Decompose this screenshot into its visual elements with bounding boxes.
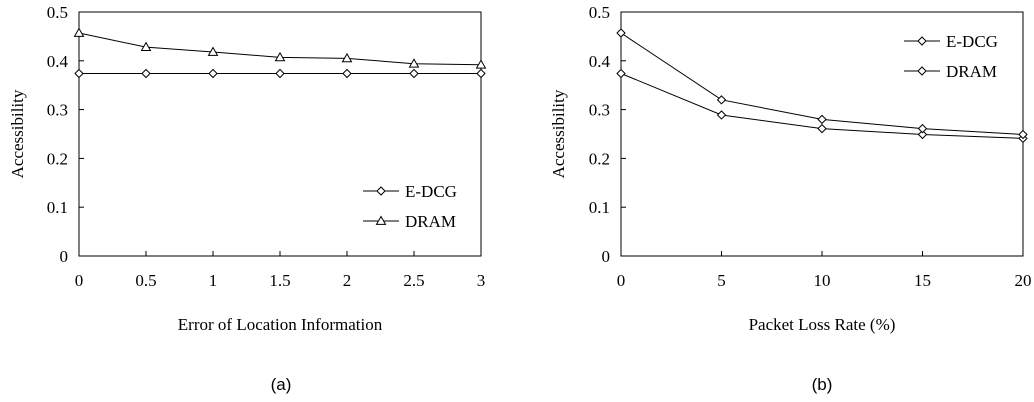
data-point-dram bbox=[274, 51, 286, 62]
data-point-e-dcg bbox=[616, 68, 626, 79]
data-point-dram bbox=[716, 95, 727, 105]
legend-marker bbox=[917, 66, 927, 76]
y-tick-label: 0.3 bbox=[589, 101, 610, 120]
x-tick-label: 2 bbox=[343, 271, 352, 290]
data-point-dram bbox=[73, 27, 85, 37]
y-tick-label: 0.5 bbox=[47, 3, 68, 22]
chart-panel-b: 0 0.1 0.2 0.3 0.4 0.5 0 5 10 15 20 Packet Loss Rate… bbox=[549, 3, 1032, 394]
data-point-e-dcg bbox=[74, 68, 84, 79]
x-axis-label: Error of Location Information bbox=[178, 315, 383, 334]
legend-label: DRAM bbox=[405, 212, 456, 231]
x-tick-label: 15 bbox=[914, 271, 931, 290]
x-tick-label: 1.5 bbox=[269, 271, 290, 290]
y-tick-label: 0.1 bbox=[589, 198, 610, 217]
chart-panel-a: 0 0.1 0.2 0.3 0.4 0.5 0 0.5 1 1.5 2 2.5 3 Error of Lo… bbox=[8, 3, 487, 394]
data-point-e-dcg bbox=[141, 68, 151, 79]
data-point-e-dcg bbox=[476, 68, 486, 79]
y-tick-label: 0.5 bbox=[589, 3, 610, 22]
legend-marker bbox=[917, 36, 927, 46]
x-tick-label: 0.5 bbox=[135, 271, 156, 290]
legend-marker bbox=[375, 215, 387, 225]
y-axis-label: Accessibility bbox=[549, 89, 568, 178]
y-tick-label: 0.4 bbox=[47, 52, 69, 71]
data-point-e-dcg bbox=[275, 68, 285, 79]
data-point-e-dcg bbox=[917, 129, 928, 140]
data-point-e-dcg bbox=[208, 68, 218, 79]
legend-marker bbox=[376, 186, 386, 196]
data-point-dram bbox=[817, 114, 827, 125]
y-tick-label: 0.3 bbox=[47, 101, 68, 120]
y-tick-label: 0.1 bbox=[47, 198, 68, 217]
x-tick-label: 20 bbox=[1015, 271, 1032, 290]
data-point-dram bbox=[207, 46, 219, 56]
data-point-e-dcg bbox=[342, 68, 352, 79]
data-point-e-dcg bbox=[716, 110, 727, 120]
x-tick-label: 0 bbox=[617, 271, 626, 290]
x-tick-label: 3 bbox=[477, 271, 486, 290]
data-point-dram bbox=[1018, 129, 1028, 140]
x-axis-label: Packet Loss Rate (%) bbox=[749, 315, 896, 334]
panel-caption: (a) bbox=[271, 375, 292, 394]
data-point-dram bbox=[475, 59, 487, 69]
panel-caption: (b) bbox=[812, 375, 833, 394]
legend-label: E-DCG bbox=[946, 32, 998, 51]
data-point-dram bbox=[341, 52, 353, 63]
y-tick-label: 0.4 bbox=[589, 52, 611, 71]
data-point-dram bbox=[140, 41, 152, 52]
data-point-dram bbox=[917, 123, 928, 134]
y-tick-label: 0 bbox=[60, 247, 69, 266]
y-tick-label: 0.2 bbox=[589, 149, 610, 168]
y-tick-label: 0.2 bbox=[47, 149, 68, 168]
x-tick-label: 5 bbox=[717, 271, 726, 290]
data-point-e-dcg bbox=[409, 68, 419, 79]
legend-label: DRAM bbox=[946, 62, 997, 81]
data-point-e-dcg bbox=[817, 123, 827, 134]
x-tick-label: 10 bbox=[814, 271, 831, 290]
x-tick-label: 0 bbox=[75, 271, 84, 290]
data-point-dram bbox=[408, 58, 420, 68]
legend-label: E-DCG bbox=[405, 182, 457, 201]
y-tick-label: 0 bbox=[602, 247, 611, 266]
x-tick-label: 1 bbox=[209, 271, 218, 290]
x-tick-label: 2.5 bbox=[403, 271, 424, 290]
y-axis-label: Accessibility bbox=[8, 89, 27, 178]
data-point-dram bbox=[616, 28, 626, 38]
